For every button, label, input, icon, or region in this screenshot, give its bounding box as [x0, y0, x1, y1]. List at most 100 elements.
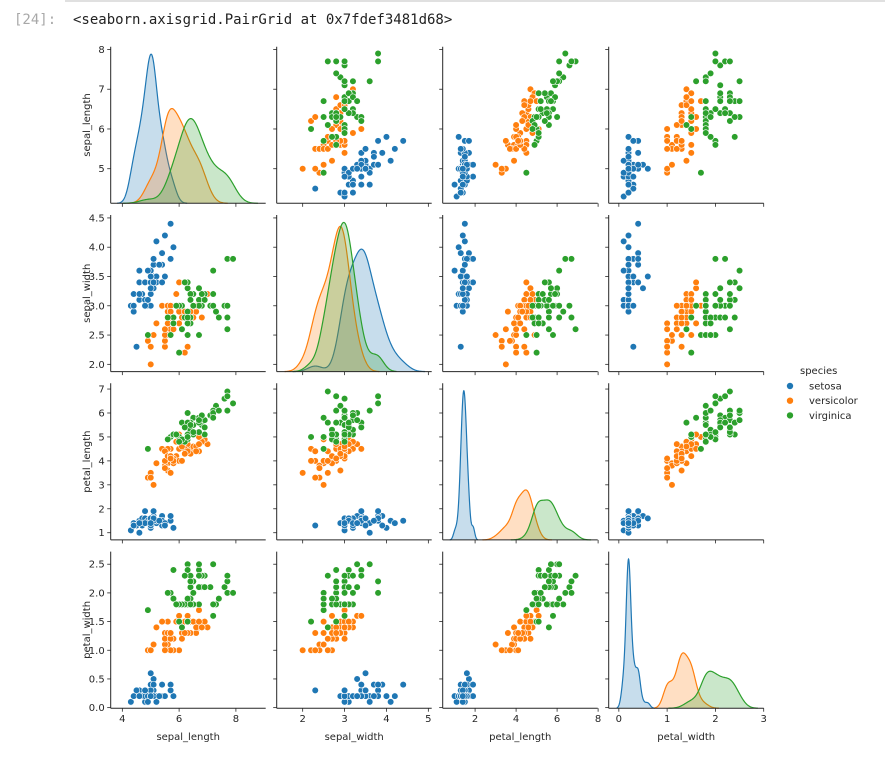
point-versicolor — [320, 161, 328, 169]
point-setosa — [374, 161, 382, 169]
point-virginica — [706, 69, 715, 77]
point-virginica — [541, 117, 549, 125]
point-virginica — [711, 141, 720, 149]
kde-fill-setosa — [616, 559, 655, 709]
point-setosa — [147, 272, 155, 281]
point-virginica — [735, 416, 744, 424]
point-virginica — [178, 325, 186, 333]
kde-fill-versicolor — [284, 226, 380, 372]
point-setosa — [357, 681, 365, 689]
point-virginica — [209, 290, 217, 298]
point-versicolor — [152, 623, 161, 631]
point-setosa — [624, 145, 633, 153]
point-setosa — [141, 686, 149, 695]
kde-fill-versicolor — [654, 652, 719, 709]
point-virginica — [184, 433, 192, 441]
point-setosa — [361, 521, 370, 530]
point-versicolor — [678, 343, 686, 351]
point-setosa — [361, 165, 370, 173]
point-virginica — [726, 387, 734, 396]
point-versicolor — [514, 629, 522, 637]
point-versicolor — [687, 331, 695, 339]
subplot-sepal_width-vs-petal_width — [605, 215, 765, 376]
point-setosa — [620, 192, 628, 201]
point-setosa — [149, 507, 158, 515]
point-setosa — [147, 692, 155, 700]
point-virginica — [559, 308, 567, 316]
point-setosa — [624, 243, 633, 251]
point-setosa — [634, 161, 642, 169]
point-virginica — [178, 623, 186, 631]
point-setosa — [629, 173, 637, 181]
point-versicolor — [340, 635, 349, 643]
point-virginica — [549, 302, 557, 310]
point-virginica — [522, 331, 530, 339]
subplot-petal_width-vs-sepal_width: 2 3 4 5 — [273, 551, 432, 725]
point-versicolor — [663, 474, 671, 482]
point-setosa — [144, 267, 152, 275]
point-virginica — [307, 617, 315, 626]
point-virginica — [336, 402, 344, 410]
subplot-sepal_length-vs-sepal_width — [273, 46, 432, 207]
point-setosa — [624, 133, 633, 141]
point-versicolor — [518, 117, 526, 125]
point-virginica — [349, 572, 357, 580]
point-versicolor — [328, 612, 336, 620]
point-virginica — [555, 302, 563, 310]
point-virginica — [721, 313, 729, 322]
point-virginica — [345, 583, 353, 591]
point-versicolor — [687, 89, 695, 97]
point-virginica — [175, 617, 183, 626]
point-setosa — [340, 173, 349, 181]
point-virginica — [324, 572, 332, 580]
kde-line-virginica — [292, 221, 397, 373]
point-virginica — [735, 407, 744, 415]
point-virginica — [537, 105, 545, 113]
point-versicolor — [311, 165, 319, 173]
point-virginica — [687, 313, 695, 322]
point-virginica — [340, 612, 349, 620]
point-virginica — [320, 169, 328, 177]
point-setosa — [357, 173, 365, 181]
point-versicolor — [167, 629, 175, 637]
point-setosa — [463, 669, 471, 677]
point-versicolor — [520, 343, 528, 351]
point-virginica — [324, 121, 332, 129]
kde-fill-versicolor — [482, 489, 552, 540]
point-versicolor — [320, 640, 328, 649]
point-versicolor — [340, 623, 349, 631]
point-setosa — [624, 153, 633, 161]
point-setosa — [399, 681, 407, 689]
point-setosa — [459, 173, 467, 181]
point-virginica — [711, 290, 720, 298]
point-versicolor — [526, 97, 535, 105]
point-setosa — [469, 173, 477, 181]
point-versicolor — [172, 290, 180, 298]
point-versicolor — [158, 617, 166, 626]
point-versicolor — [147, 646, 155, 654]
point-virginica — [195, 284, 203, 292]
cell-output-text: <seaborn.axisgrid.PairGrid at 0x7fdef348… — [73, 12, 453, 28]
y-tick-label: 6 — [98, 408, 104, 419]
point-virginica — [320, 137, 328, 145]
point-virginica — [528, 125, 537, 133]
point-virginica — [374, 577, 382, 586]
point-setosa — [644, 514, 652, 522]
y-tick-label: 3.0 — [89, 301, 105, 312]
point-setosa — [353, 165, 361, 173]
point-virginica — [716, 284, 724, 292]
point-versicolor — [299, 646, 307, 654]
point-versicolor — [682, 442, 691, 451]
point-versicolor — [178, 635, 186, 643]
point-versicolor — [692, 319, 700, 327]
point-setosa — [634, 149, 642, 157]
point-versicolor — [340, 149, 349, 157]
point-virginica — [549, 77, 557, 85]
point-virginica — [184, 595, 192, 603]
point-virginica — [726, 117, 734, 125]
point-virginica — [716, 97, 724, 105]
point-versicolor — [167, 454, 175, 463]
point-virginica — [223, 572, 231, 580]
point-versicolor — [506, 145, 514, 153]
point-setosa — [141, 507, 149, 515]
